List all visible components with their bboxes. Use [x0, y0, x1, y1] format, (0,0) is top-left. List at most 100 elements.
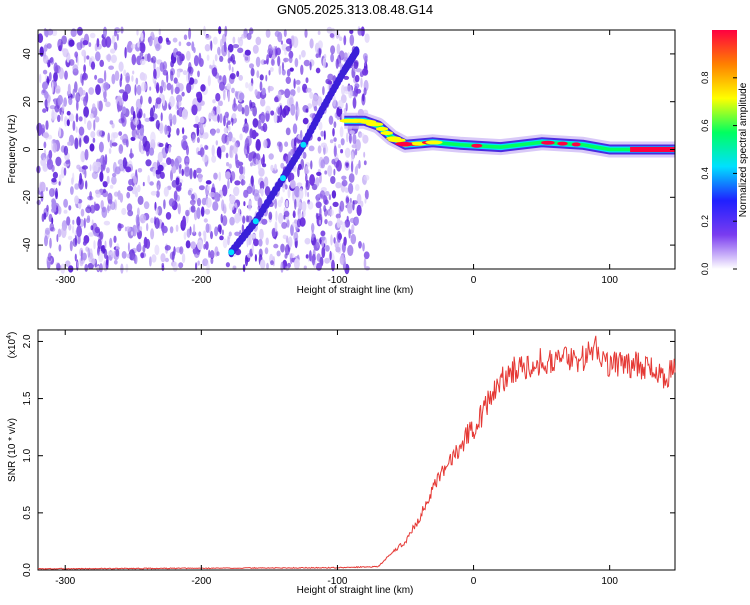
spectrogram-speck: [136, 84, 142, 96]
spectrogram-speck: [341, 179, 348, 187]
spectrogram-speck: [185, 240, 191, 249]
spectrogram-speck: [302, 117, 309, 125]
spectrogram-speck: [126, 44, 130, 53]
spectrogram-speck: [252, 44, 259, 54]
spectrogram-speck: [323, 156, 330, 165]
spectrogram-speck: [86, 215, 91, 221]
spectrogram-speck: [212, 201, 219, 212]
spectrogram-speck: [97, 238, 102, 250]
spectrogram-speck: [76, 26, 83, 36]
spectrogram-speck: [206, 54, 210, 61]
spectrogram-speck: [339, 254, 345, 265]
spectrogram-speck: [119, 193, 124, 203]
spectrogram-speck: [180, 138, 187, 149]
spectrogram-speck: [103, 220, 111, 226]
x-tick-label: -200: [191, 576, 211, 587]
spectrogram-speck: [249, 63, 254, 69]
spectrogram-speck: [350, 160, 354, 173]
spectrogram-speck: [297, 86, 301, 93]
spectrogram-speck: [363, 174, 370, 181]
spectrogram-speck: [209, 191, 216, 198]
spectrogram-speck: [186, 82, 192, 94]
spectrogram-speck: [171, 250, 175, 262]
spectrogram-speck: [110, 48, 116, 54]
spectrogram-speck: [242, 215, 246, 224]
spectrogram-speck: [137, 207, 140, 217]
spectrogram-speck: [177, 100, 182, 107]
spectrogram-speck: [216, 146, 222, 158]
spectrogram-speck: [58, 244, 62, 252]
spectrogram-speck: [52, 142, 58, 153]
spectrogram-speck: [95, 189, 100, 195]
spectrogram-speck: [321, 246, 326, 259]
spectrogram-speck: [103, 97, 108, 103]
spectrogram-speck: [261, 87, 266, 96]
spectrogram-speck: [205, 34, 212, 40]
spectrogram-speck: [155, 43, 161, 52]
spectrogram-speck: [233, 186, 240, 197]
spectrogram-speck: [294, 219, 298, 224]
spectrogram-speck: [155, 82, 160, 94]
spectrogram-speck: [239, 174, 245, 181]
spectrogram-speck: [124, 226, 127, 232]
spectrogram-speck: [87, 247, 91, 258]
spectrogram-speck: [229, 216, 235, 226]
colorbar-tick-label: 0.8: [700, 72, 710, 85]
spectrogram-speck: [88, 232, 95, 237]
spectrogram-speck: [335, 213, 341, 219]
spectrogram-speck: [351, 224, 355, 233]
spectrogram-speck: [283, 29, 287, 38]
spectrogram-speck: [268, 211, 273, 220]
spectrogram-speck: [221, 133, 228, 144]
spectrogram-speck: [255, 139, 261, 151]
spectrogram-speck: [86, 120, 92, 131]
spectrogram-speck: [143, 113, 146, 119]
spectrogram-speck: [88, 87, 95, 95]
spectrogram-speck: [183, 34, 188, 40]
spectrogram-speck: [121, 251, 127, 259]
spectrogram-speck: [98, 141, 104, 153]
spectrogram-trace-peak: [348, 118, 369, 123]
spectrogram-speck: [42, 89, 46, 94]
spectrogram-speck: [79, 137, 82, 148]
spectrogram-speck: [243, 121, 249, 134]
spectrogram-speck: [289, 67, 294, 72]
spectrogram-speck: [105, 259, 109, 270]
spectrogram-speck: [138, 241, 142, 250]
spectrogram-speck: [181, 91, 185, 97]
spectrogram-speck: [76, 261, 79, 268]
spectrogram-speck: [239, 92, 245, 101]
spectrogram-speck: [203, 243, 206, 250]
spectrogram-speck: [57, 94, 63, 106]
spectrogram-speck: [131, 75, 134, 82]
spectrogram-speck: [228, 163, 232, 169]
spectrogram-speck: [96, 129, 103, 137]
spectrogram-speck: [47, 252, 52, 262]
spectrogram-speck: [249, 233, 257, 239]
spectrogram-speck: [49, 237, 52, 249]
spectrogram-speck: [97, 78, 104, 84]
spectrogram-speck: [81, 72, 88, 81]
spectrogram-speck: [110, 132, 116, 143]
spectrogram-speck: [117, 101, 120, 113]
spectrogram-speck: [95, 84, 101, 96]
spectrogram-speck: [89, 164, 92, 172]
spectrogram-speck: [228, 231, 232, 237]
spectrogram-speck: [344, 187, 349, 193]
x-tick-label: -300: [55, 275, 75, 286]
spectrogram-speck: [269, 67, 274, 72]
spectrogram-speck: [244, 254, 249, 267]
spectrogram-speck: [149, 181, 154, 186]
spectrogram-speck: [328, 194, 332, 201]
spectrogram-speck: [173, 190, 178, 202]
spectrogram-speck: [83, 135, 90, 144]
spectrogram-speck: [317, 145, 322, 154]
spectrogram-speck: [131, 54, 137, 66]
spectrogram-speck: [132, 70, 135, 75]
spectrogram-speck: [317, 30, 321, 35]
spectrogram-speck: [232, 44, 240, 49]
spectrogram-speck: [298, 188, 304, 200]
spectrogram-speck: [182, 70, 188, 76]
spectrogram-speck: [245, 82, 249, 89]
spectrogram-speck: [266, 262, 269, 270]
